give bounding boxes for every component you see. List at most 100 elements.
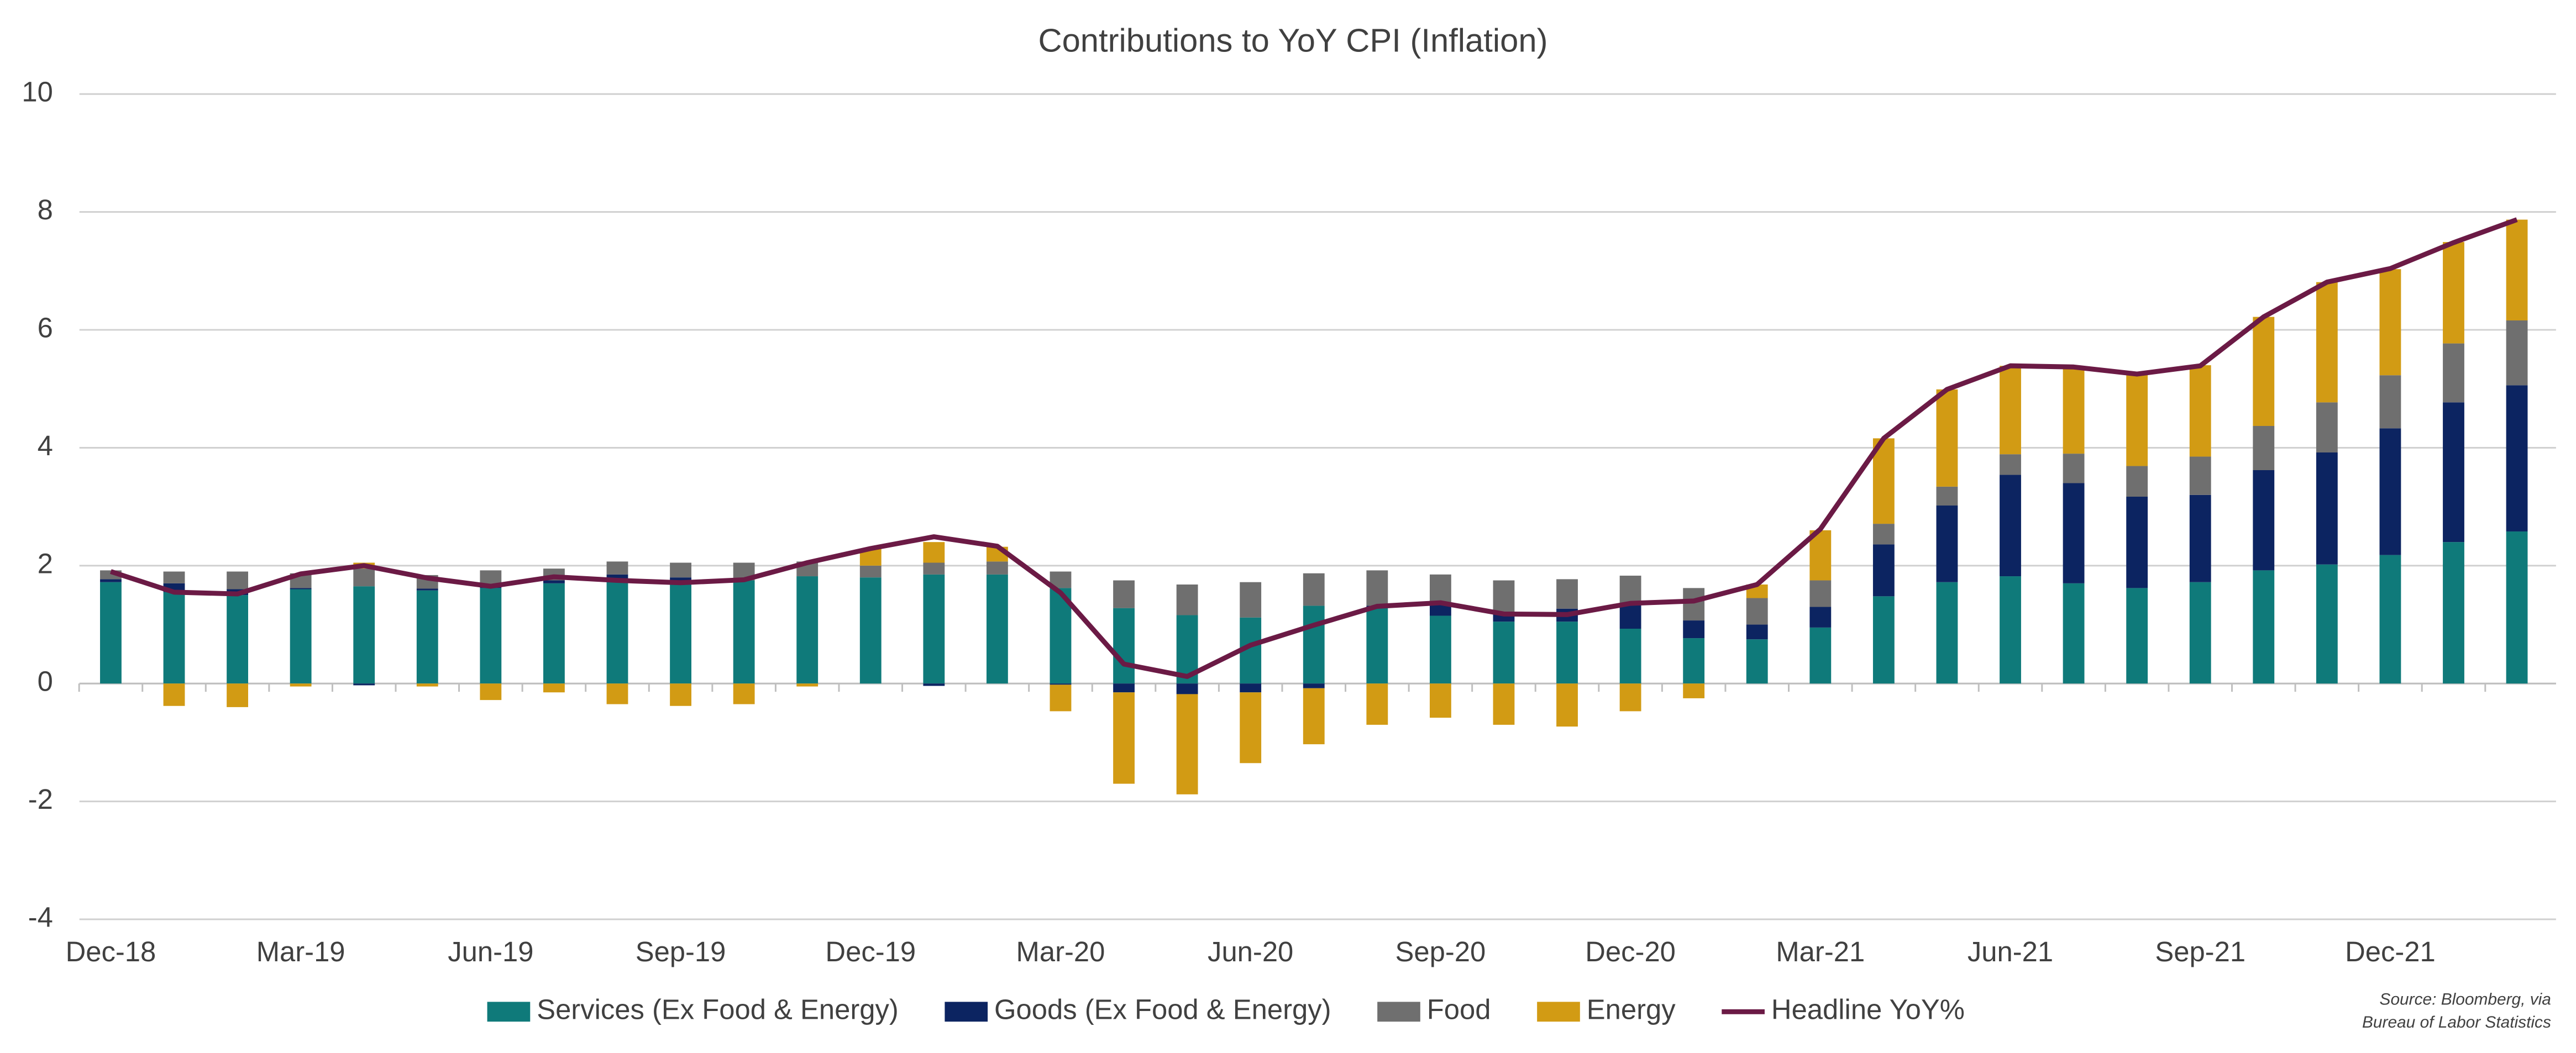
legend-label: Energy bbox=[1587, 994, 1676, 1025]
bar bbox=[2443, 402, 2464, 543]
bar bbox=[606, 683, 628, 704]
bar bbox=[606, 574, 628, 581]
bar bbox=[1366, 683, 1388, 725]
y-tick-label: 4 bbox=[38, 430, 53, 461]
bar bbox=[290, 588, 312, 589]
bar bbox=[1683, 620, 1705, 639]
bar bbox=[606, 561, 628, 575]
bar bbox=[2126, 466, 2148, 497]
bar bbox=[1936, 506, 1958, 582]
bar bbox=[2506, 531, 2528, 684]
x-tick-label: Mar-20 bbox=[1016, 936, 1105, 967]
bar bbox=[1429, 683, 1451, 718]
bar bbox=[1429, 615, 1451, 684]
bar bbox=[2189, 582, 2211, 684]
bar bbox=[859, 577, 882, 684]
bar bbox=[1050, 685, 1072, 712]
bar bbox=[923, 562, 945, 575]
x-tick-label: Jun-21 bbox=[1968, 936, 2053, 967]
bar bbox=[1683, 588, 1705, 621]
bar bbox=[923, 683, 945, 686]
bar bbox=[2379, 428, 2401, 555]
bar bbox=[2443, 343, 2464, 403]
bar bbox=[227, 595, 248, 684]
bar bbox=[353, 683, 375, 686]
bar bbox=[2189, 494, 2211, 582]
bar bbox=[2126, 497, 2148, 588]
bar bbox=[2379, 269, 2401, 376]
bar bbox=[1176, 694, 1198, 794]
x-tick-label: Sep-21 bbox=[2155, 936, 2246, 967]
bar bbox=[1556, 579, 1578, 609]
bar bbox=[1303, 683, 1325, 688]
bar bbox=[1746, 598, 1768, 625]
bar bbox=[2000, 475, 2021, 577]
x-tick-label: Mar-19 bbox=[256, 936, 345, 967]
bar bbox=[1809, 627, 1832, 684]
x-tick-label: Dec-20 bbox=[1585, 936, 1676, 967]
x-tick-label: Dec-21 bbox=[2345, 936, 2436, 967]
bar bbox=[1366, 607, 1388, 684]
bar bbox=[1429, 605, 1451, 616]
line-series bbox=[110, 217, 2518, 679]
y-tick-label: -2 bbox=[28, 783, 53, 815]
bar bbox=[543, 583, 565, 684]
bar bbox=[1176, 584, 1198, 615]
bar bbox=[1746, 639, 1768, 684]
bar bbox=[163, 571, 185, 583]
bar bbox=[2506, 320, 2528, 386]
bar bbox=[796, 683, 819, 687]
legend-swatch bbox=[1377, 1002, 1420, 1022]
bar bbox=[543, 580, 565, 583]
bar bbox=[1493, 580, 1515, 613]
bar bbox=[2063, 483, 2085, 583]
bar bbox=[2316, 402, 2338, 452]
chart-title: Contributions to YoY CPI (Inflation) bbox=[1038, 22, 1547, 59]
bar bbox=[1240, 683, 1262, 693]
bar bbox=[2316, 282, 2338, 403]
bar bbox=[1683, 683, 1705, 698]
bar bbox=[2253, 470, 2275, 571]
bar bbox=[2316, 564, 2338, 684]
bar bbox=[163, 592, 185, 684]
bar bbox=[416, 590, 438, 684]
legend-item: Headline YoY% bbox=[1722, 994, 1965, 1025]
bar bbox=[2189, 365, 2211, 457]
bar bbox=[2126, 375, 2148, 466]
bar bbox=[1303, 606, 1325, 684]
bar bbox=[480, 683, 502, 701]
legend-item: Energy bbox=[1537, 994, 1676, 1025]
bar bbox=[2063, 367, 2085, 454]
bar bbox=[1936, 389, 1958, 487]
bar bbox=[1872, 596, 1895, 684]
bar bbox=[2189, 456, 2211, 495]
bar bbox=[1493, 683, 1515, 725]
bar bbox=[2506, 385, 2528, 531]
source-note: Source: Bloomberg, via bbox=[2380, 990, 2551, 1008]
bar bbox=[100, 582, 122, 684]
legend-swatch bbox=[945, 1002, 988, 1022]
bar bbox=[227, 683, 248, 707]
x-tick-label: Dec-18 bbox=[66, 936, 156, 967]
bar bbox=[1809, 580, 1832, 607]
bar bbox=[290, 589, 312, 684]
bar bbox=[2063, 583, 2085, 684]
legend-swatch bbox=[1537, 1002, 1580, 1022]
bar bbox=[1240, 582, 1262, 618]
legend-swatch bbox=[487, 1002, 531, 1022]
bar bbox=[2253, 317, 2275, 426]
bar bbox=[986, 574, 1008, 684]
bar bbox=[1303, 688, 1325, 745]
bar bbox=[1619, 629, 1641, 684]
x-tick-label: Jun-19 bbox=[448, 936, 533, 967]
legend-label: Services (Ex Food & Energy) bbox=[537, 994, 899, 1025]
bar bbox=[1936, 486, 1958, 506]
bar bbox=[1619, 683, 1641, 712]
legend-item: Goods (Ex Food & Energy) bbox=[945, 994, 1331, 1025]
bar bbox=[2443, 542, 2464, 684]
bar bbox=[670, 683, 691, 706]
bar bbox=[1113, 683, 1135, 693]
y-tick-label: 0 bbox=[38, 666, 53, 697]
bar bbox=[670, 583, 691, 684]
bar bbox=[733, 683, 755, 704]
